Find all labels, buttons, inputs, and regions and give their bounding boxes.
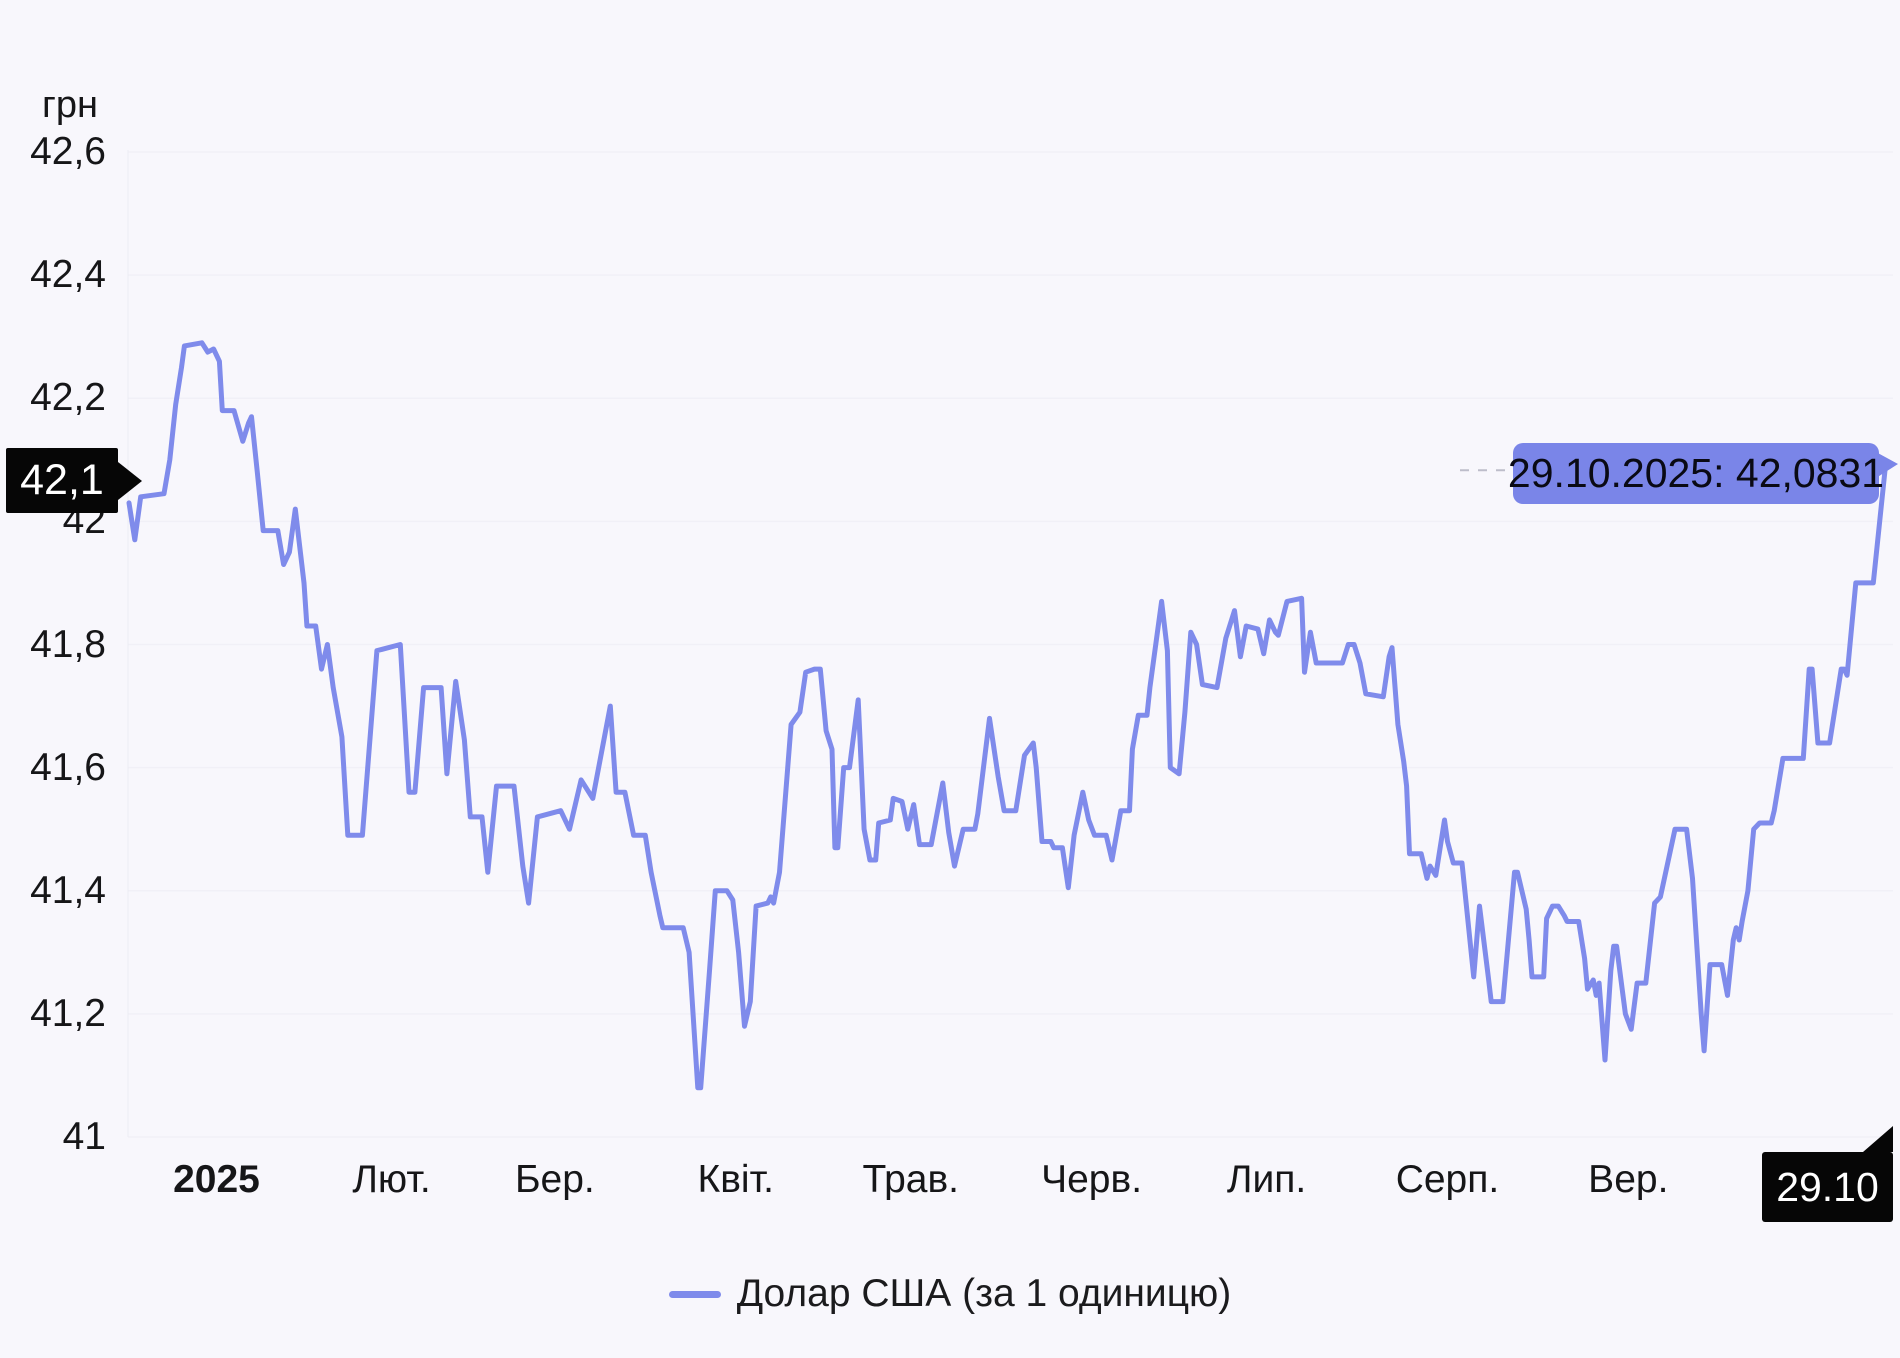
- y-tick-label: 42,6: [30, 130, 106, 173]
- legend-series-label: Долар США (за 1 одиницю): [736, 1272, 1232, 1315]
- y-tick-label: 41,8: [30, 622, 106, 666]
- x-tick-label: Вер.: [1588, 1158, 1669, 1201]
- current-value-axis-badge: 42,1: [6, 448, 118, 513]
- legend[interactable]: Долар США (за 1 одиницю): [0, 1272, 1900, 1316]
- x-tick-label: Лют.: [352, 1158, 431, 1201]
- x-tick-label: 2025: [173, 1158, 260, 1201]
- y-axis-unit-label: грн: [42, 84, 98, 126]
- x-tick-label: Серп.: [1395, 1158, 1500, 1201]
- current-date-badge-arrow-icon: [1863, 1126, 1893, 1152]
- x-tick-label: Трав.: [862, 1158, 960, 1201]
- tooltip: 29.10.2025: 42,0831: [1508, 443, 1884, 504]
- x-tick-label: Квіт.: [697, 1158, 774, 1201]
- tooltip-arrow-icon: [1876, 452, 1898, 478]
- y-tick-label: 42,2: [30, 376, 106, 420]
- x-tick-label: Бер.: [514, 1158, 595, 1201]
- x-tick-label: Лип.: [1226, 1158, 1307, 1201]
- y-tick-label: 41: [62, 1115, 106, 1158]
- current-date-axis-badge: 29.10: [1762, 1152, 1893, 1222]
- y-tick-label: 42,4: [30, 253, 106, 297]
- y-tick-label: 41,4: [30, 868, 106, 912]
- x-tick-label: Черв.: [1041, 1158, 1143, 1201]
- y-tick-label: 41,2: [30, 991, 106, 1035]
- usd-rate-line[interactable]: [126, 340, 1888, 1091]
- current-value-badge-arrow-icon: [118, 462, 142, 500]
- y-tick-label: 41,6: [30, 745, 106, 789]
- gridlines: [128, 151, 1893, 1138]
- legend-line-swatch-icon: [668, 1290, 721, 1298]
